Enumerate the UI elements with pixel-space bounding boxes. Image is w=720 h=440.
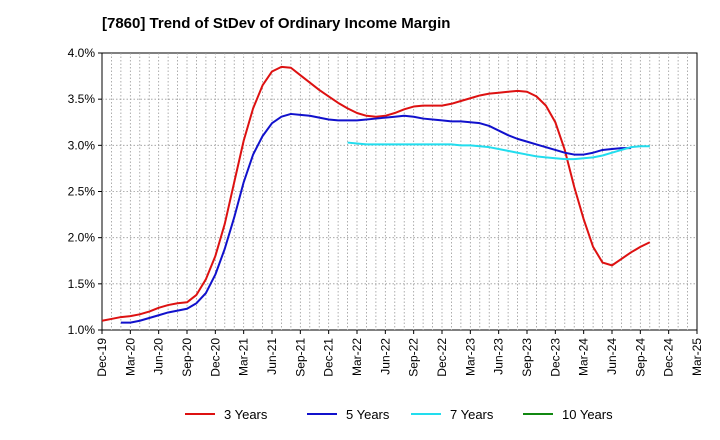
y-tick-label: 1.0%	[68, 323, 96, 337]
x-tick-label: Dec-19	[95, 338, 109, 377]
y-tick-label: 1.5%	[68, 277, 96, 291]
x-tick-label: Jun-20	[152, 338, 166, 375]
legend-label: 5 Years	[346, 407, 390, 422]
x-tick-label: Sep-23	[520, 338, 534, 377]
legend: 3 Years 5 Years 7 Years 10 Years	[185, 407, 613, 422]
y-tick-label: 2.0%	[68, 231, 96, 245]
x-tick-label: Dec-20	[208, 338, 222, 377]
x-tick-label: Mar-21	[237, 338, 251, 376]
y-tick-label: 3.0%	[68, 138, 96, 152]
x-tick-label: Sep-20	[180, 338, 194, 377]
x-tick-label: Jun-23	[492, 338, 506, 375]
x-tick-label: Sep-24	[633, 338, 647, 377]
x-tick-label: Dec-23	[548, 338, 562, 377]
series-line-3-years	[101, 65, 651, 322]
x-tick-label: Mar-24	[577, 338, 591, 376]
x-tick-label: Jun-22	[378, 338, 392, 375]
legend-label: 7 Years	[450, 407, 494, 422]
x-tick-label: Mar-20	[123, 338, 137, 376]
x-tick-label: Jun-21	[265, 338, 279, 375]
legend-label: 10 Years	[562, 407, 613, 422]
x-tick-label: Dec-21	[322, 338, 336, 377]
legend-label: 3 Years	[224, 407, 268, 422]
series-lines	[101, 65, 651, 324]
x-tick-label: Dec-24	[662, 338, 676, 377]
x-tick-label: Mar-25	[690, 338, 704, 376]
x-tick-label: Sep-22	[407, 338, 421, 377]
y-tick-label: 3.5%	[68, 92, 96, 106]
series-line-5-years	[120, 112, 631, 324]
y-tick-label: 4.0%	[68, 46, 96, 60]
series-line-7-years	[347, 141, 650, 161]
x-tick-label: Mar-22	[350, 338, 364, 376]
x-axis-ticks: Dec-19 Mar-20 Jun-20 Sep-20 Dec-20 Mar-21 Jun-…	[95, 330, 704, 377]
x-tick-label: Sep-21	[293, 338, 307, 377]
x-tick-label: Dec-22	[435, 338, 449, 377]
y-axis-ticks: 1.0% 1.5% 2.0% 2.5% 3.0% 3.5% 4.0%	[68, 46, 102, 337]
x-tick-label: Jun-24	[605, 338, 619, 375]
y-tick-label: 2.5%	[68, 185, 96, 199]
chart-title: [7860] Trend of StDev of Ordinary Income…	[102, 15, 450, 32]
x-tick-label: Mar-23	[463, 338, 477, 376]
grid	[102, 53, 697, 330]
